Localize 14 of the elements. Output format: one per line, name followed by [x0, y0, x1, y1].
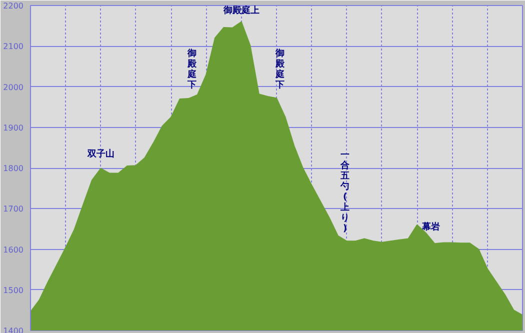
annotation: 一合五勺(上り): [340, 150, 351, 234]
annotation: 幕岩: [421, 222, 440, 233]
y-tick-label: 1900: [3, 123, 24, 132]
y-tick-label: 1600: [3, 245, 24, 254]
y-tick-label: 1700: [3, 204, 24, 214]
annotation: 御殿庭上: [222, 5, 260, 16]
y-tick-label: 2200: [3, 2, 24, 10]
annotation: 御殿庭下: [274, 48, 286, 90]
y-tick-label: 1800: [3, 164, 24, 173]
y-tick-label: 2100: [3, 42, 24, 52]
annotation: 御殿庭下: [186, 48, 198, 90]
annotation: 双子山: [86, 148, 114, 160]
y-tick-label: 2000: [3, 82, 24, 92]
y-tick-label: 1500: [3, 286, 24, 295]
